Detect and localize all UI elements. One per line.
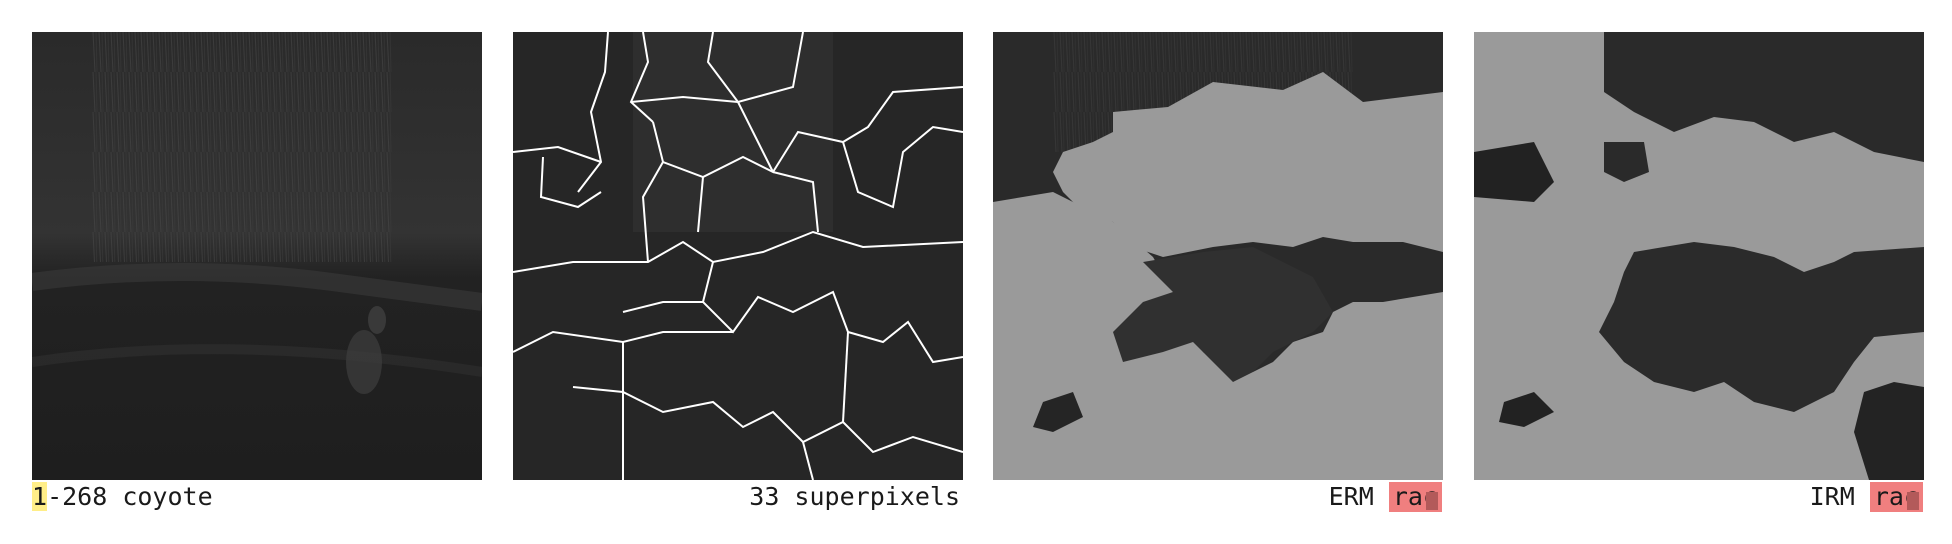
erm-confidence-bar	[1426, 492, 1438, 510]
coyote-shape	[346, 306, 386, 394]
overlay-region	[993, 72, 1443, 480]
caption-image-id: 1-268 coyote	[32, 482, 213, 512]
input-image	[32, 32, 482, 480]
superpixel-image	[513, 32, 963, 480]
superpixel-boundaries	[513, 32, 963, 480]
irm-method-label: IRM	[1809, 482, 1855, 511]
caption-irm: IRM rac	[1474, 482, 1923, 512]
erm-mask-image	[993, 32, 1443, 480]
image-index: 1	[32, 482, 48, 511]
erm-predicted-label: rac	[1388, 482, 1442, 512]
image-id-and-class: -268 coyote	[47, 482, 213, 511]
erm-method-label: ERM	[1328, 482, 1374, 511]
caption-superpixels: 33 superpixels	[749, 482, 960, 511]
irm-confidence-bar	[1907, 492, 1919, 510]
irm-mask-image	[1474, 32, 1924, 480]
caption-erm: ERM rac	[993, 482, 1442, 512]
irm-predicted-label: rac	[1869, 482, 1923, 512]
